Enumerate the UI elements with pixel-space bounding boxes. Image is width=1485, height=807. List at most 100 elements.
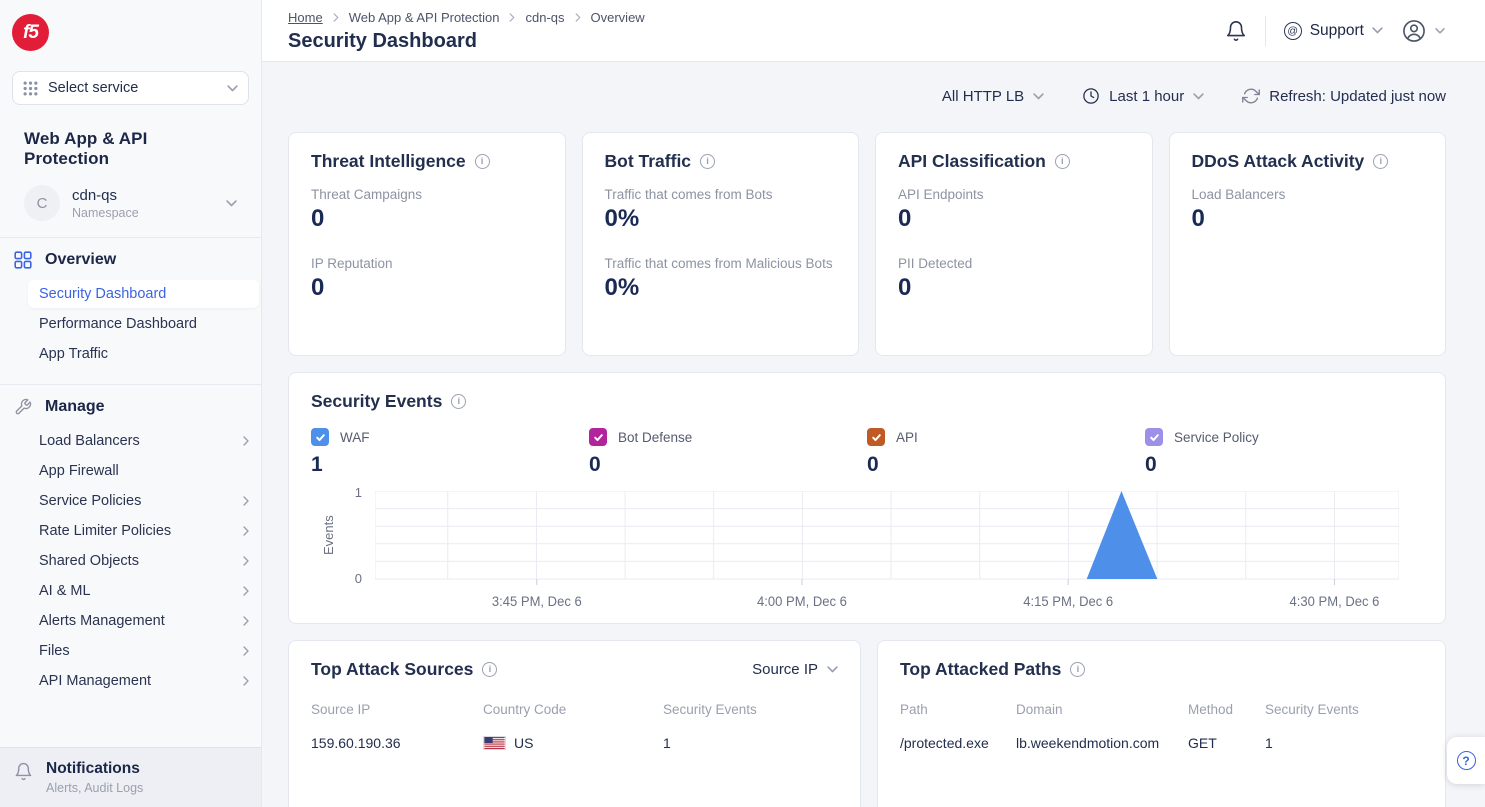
method-cell: GET (1188, 735, 1217, 751)
account-menu[interactable] (1401, 18, 1445, 44)
group-by-dropdown[interactable]: Source IP (752, 661, 838, 678)
namespace-info: cdn-qs Namespace (72, 187, 139, 220)
chevron-down-icon (1372, 27, 1383, 34)
metric-label: Traffic that comes from Bots (604, 187, 773, 202)
help-button[interactable] (1447, 737, 1485, 784)
page-title: Security Dashboard (288, 30, 477, 52)
column-header: Security Events (1265, 702, 1359, 717)
breadcrumb-item[interactable]: cdn-qs (525, 10, 565, 25)
sidebar-item-api-management[interactable]: API Management (28, 667, 259, 695)
y-axis-max-tick: 1 (354, 485, 362, 500)
wrench-icon (14, 398, 32, 416)
breadcrumb: Home Web App & API Protection cdn-qs Ove… (288, 10, 645, 25)
card-title: API Classification (898, 151, 1046, 171)
security-events-cell: 1 (663, 735, 671, 751)
sidebar-section-overview[interactable]: Overview (0, 238, 261, 278)
sidebar-nav: Overview Security Dashboard Performance … (0, 238, 261, 747)
time-range-value: Last 1 hour (1109, 87, 1185, 105)
waf-checkbox[interactable] (311, 428, 329, 446)
chevron-right-icon (509, 13, 515, 22)
table-header-row: Source IP Country Code Security Events (289, 696, 860, 723)
chevron-right-icon (243, 496, 249, 506)
support-label: Support (1309, 21, 1364, 39)
service-policy-checkbox[interactable] (1145, 428, 1163, 446)
metric-label: PII Detected (898, 256, 973, 271)
info-icon[interactable] (451, 394, 467, 409)
table-row[interactable]: 159.60.190.36 (289, 723, 860, 757)
sidebar-item-load-balancers[interactable]: Load Balancers (28, 427, 259, 455)
breadcrumb-item[interactable]: Web App & API Protection (348, 10, 500, 25)
table-row[interactable]: /protected.exe lb.weekendmotion.com GET … (878, 723, 1445, 757)
metric-label: Load Balancers (1191, 187, 1286, 202)
attack-sources-table: Source IP Country Code Security Events 1… (289, 696, 860, 757)
info-icon[interactable] (700, 154, 716, 169)
load-balancer-filter[interactable]: All HTTP LB (942, 88, 1044, 105)
y-axis-title: Events (321, 515, 336, 555)
column-header: Path (900, 702, 928, 717)
metric: Traffic that comes from Malicious Bots 0… (605, 256, 837, 302)
api-classification-card: API Classification API Endpoints 0 PII D… (875, 132, 1153, 356)
bot-traffic-card: Bot Traffic Traffic that comes from Bots… (581, 132, 859, 356)
notifications-title: Notifications (46, 760, 140, 777)
chart-plot-area[interactable]: 3:45 PM, Dec 6 4:00 PM, Dec 6 4:15 PM, Dec… (375, 491, 1399, 613)
metric-value: 0% (604, 205, 640, 232)
divider (0, 384, 261, 385)
chevron-down-icon (226, 199, 237, 207)
ddos-attack-activity-card: DDoS Attack Activity Load Balancers 0 (1168, 132, 1446, 356)
support-menu[interactable]: Support (1283, 21, 1383, 40)
api-checkbox[interactable] (867, 428, 885, 446)
sidebar-item-files[interactable]: Files (28, 637, 259, 665)
card-title: Threat Intelligence (311, 151, 466, 171)
main-area: Home Web App & API Protection cdn-qs Ove… (262, 0, 1485, 807)
legend-item-service-policy: Service Policy 0 (1145, 428, 1423, 477)
service-selector-label: Select service (48, 80, 139, 96)
sidebar-item-app-firewall[interactable]: App Firewall (28, 457, 259, 485)
refresh-control[interactable]: Refresh: Updated just now (1242, 87, 1446, 105)
sidebar-item-performance-dashboard[interactable]: Performance Dashboard (28, 310, 259, 338)
info-icon[interactable] (1373, 154, 1389, 169)
sidebar-item-security-dashboard[interactable]: Security Dashboard (28, 280, 259, 308)
chevron-right-icon (243, 526, 249, 536)
waffle-grid-icon (23, 81, 38, 96)
section-label: Overview (45, 251, 117, 268)
legend-item-bot-defense: Bot Defense 0 (589, 428, 867, 477)
metric-label: IP Reputation (311, 256, 393, 271)
metric-value: 0 (1191, 205, 1205, 232)
load-balancer-filter-value: All HTTP LB (941, 87, 1025, 105)
bottom-cards-row: Top Attack Sources Source IP Source IP C… (288, 640, 1446, 807)
breadcrumb-home[interactable]: Home (288, 10, 323, 25)
country-code-cell: US (483, 723, 663, 757)
info-icon[interactable] (1054, 154, 1070, 169)
breadcrumb-item[interactable]: Overview (590, 10, 645, 25)
service-selector[interactable]: Select service (12, 71, 249, 105)
sidebar-item-rate-limiter-policies[interactable]: Rate Limiter Policies (28, 517, 259, 545)
column-header: Country Code (483, 702, 567, 717)
info-icon[interactable] (482, 662, 498, 677)
sidebar-item-service-policies[interactable]: Service Policies (28, 487, 259, 515)
sidebar-item-shared-objects[interactable]: Shared Objects (28, 547, 259, 575)
notifications-text: Notifications Alerts, Audit Logs (46, 760, 143, 795)
legend-value: 0 (589, 453, 601, 476)
f5-logo[interactable]: f5 (12, 14, 49, 51)
account-avatar-icon (1401, 18, 1427, 44)
sidebar-section-manage[interactable]: Manage (0, 385, 261, 425)
sidebar-item-app-traffic[interactable]: App Traffic (28, 340, 259, 368)
notifications-bell-icon[interactable] (1225, 20, 1247, 42)
sidebar-item-ai-ml[interactable]: AI & ML (28, 577, 259, 605)
sidebar-notifications[interactable]: Notifications Alerts, Audit Logs (0, 747, 261, 807)
info-icon[interactable] (474, 154, 490, 169)
nav-item-label: Performance Dashboard (39, 316, 197, 332)
legend-value: 0 (867, 453, 879, 476)
svg-text:4:30 PM, Dec 6: 4:30 PM, Dec 6 (1290, 594, 1380, 609)
support-icon (1283, 21, 1302, 40)
bot-defense-checkbox[interactable] (589, 428, 607, 446)
legend-item-waf: WAF 1 (311, 428, 589, 477)
time-range-filter[interactable]: Last 1 hour (1082, 87, 1204, 105)
card-title: Bot Traffic (604, 151, 692, 171)
info-icon[interactable] (1070, 662, 1086, 677)
legend-label: API (896, 429, 918, 445)
namespace-selector[interactable]: C cdn-qs Namespace (24, 185, 237, 221)
chevron-right-icon (243, 676, 249, 686)
sidebar-item-alerts-management[interactable]: Alerts Management (28, 607, 259, 635)
chevron-right-icon (243, 556, 249, 566)
